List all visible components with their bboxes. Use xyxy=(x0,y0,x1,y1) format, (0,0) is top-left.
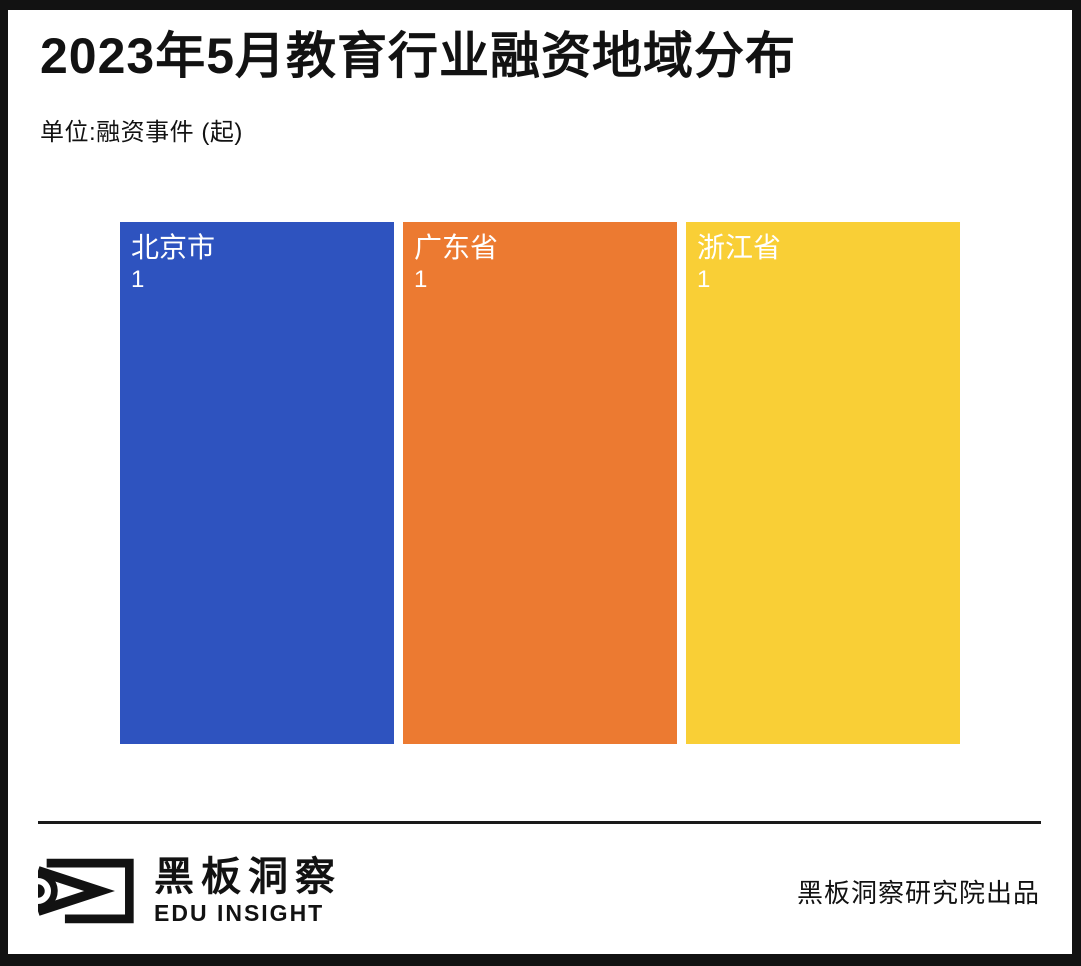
region-value: 1 xyxy=(131,265,145,293)
treemap-block-guangdong: 广东省 1 xyxy=(403,222,677,744)
edu-insight-eye-logo-icon xyxy=(38,858,134,924)
treemap-chart: 北京市 1 广东省 1 浙江省 1 xyxy=(120,222,960,744)
brand-name-cn: 黑板洞察 xyxy=(154,855,342,899)
footer-divider xyxy=(38,821,1041,824)
region-name: 北京市 xyxy=(131,232,216,263)
treemap-block-beijing: 北京市 1 xyxy=(120,222,394,744)
brand-logo: 黑板洞察 EDU INSIGHT xyxy=(38,855,342,927)
region-name: 广东省 xyxy=(414,232,499,263)
region-value: 1 xyxy=(697,265,711,293)
region-name: 浙江省 xyxy=(697,232,782,263)
unit-label: 单位:融资事件 (起) xyxy=(40,119,243,146)
page-title: 2023年5月教育行业融资地域分布 xyxy=(40,28,797,84)
brand-name-en: EDU INSIGHT xyxy=(154,900,325,926)
credit-text: 黑板洞察研究院出品 xyxy=(796,878,1040,908)
treemap-block-zhejiang: 浙江省 1 xyxy=(686,222,960,744)
region-value: 1 xyxy=(414,265,428,293)
brand-text: 黑板洞察 EDU INSIGHT xyxy=(154,857,342,925)
